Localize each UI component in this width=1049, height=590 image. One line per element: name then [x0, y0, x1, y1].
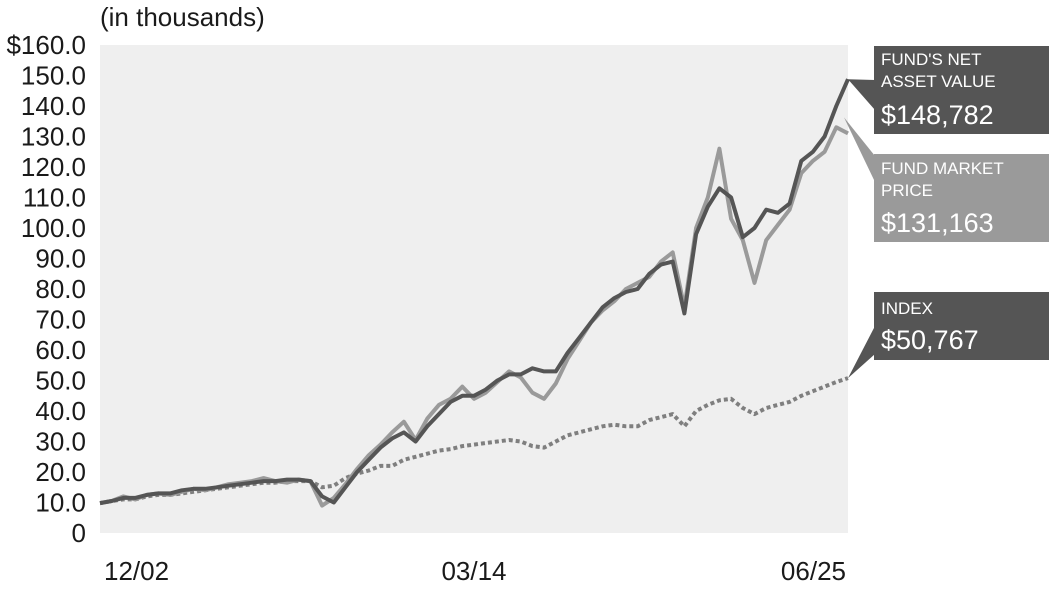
callout-nav-box [874, 46, 1049, 134]
y-tick-label: 110.0 [23, 183, 86, 213]
callout-index-pointer [848, 326, 875, 379]
callout-market-name-line1: FUND MARKET [881, 159, 1004, 178]
callout-index: INDEX $50,767 [848, 292, 1049, 379]
callout-nav-value: $148,782 [881, 100, 994, 130]
series-line-nav [99, 78, 850, 506]
callout-market-name-line2: PRICE [881, 181, 933, 200]
callout-index-name: INDEX [881, 299, 933, 318]
y-tick-label: 40.0 [35, 396, 86, 426]
callout-market-pointer [844, 117, 875, 182]
callout-nav-name-line2: ASSET VALUE [881, 72, 996, 91]
y-tick-label: 120.0 [21, 152, 86, 182]
y-tick-label: 20.0 [35, 457, 86, 487]
y-tick-label: 30.0 [35, 427, 86, 457]
callout-market: FUND MARKET PRICE $131,163 [844, 117, 1049, 242]
callout-index-value: $50,767 [881, 325, 979, 355]
y-tick-label: 10.0 [35, 488, 86, 518]
x-tick-label: 06/25 [781, 556, 846, 586]
x-tick-label: 12/02 [104, 556, 169, 586]
y-tick-label: 130.0 [21, 122, 86, 152]
y-tick-label: $160.0 [6, 30, 86, 60]
x-axis-ticks: 12/02 03/14 06/25 [104, 556, 846, 586]
callout-market-value: $131,163 [881, 208, 994, 238]
callout-nav: FUND'S NET ASSET VALUE $148,782 [848, 46, 1049, 134]
y-tick-label: 80.0 [35, 274, 86, 304]
y-axis-ticks: $160.0150.0140.0130.0120.0110.0100.090.0… [6, 30, 86, 548]
y-tick-label: 140.0 [21, 91, 86, 121]
y-tick-label: 150.0 [21, 61, 86, 91]
y-tick-label: 90.0 [35, 244, 86, 274]
y-tick-label: 100.0 [21, 213, 86, 243]
callout-nav-pointer [848, 79, 875, 110]
series-lines [99, 78, 850, 508]
plot-area [100, 45, 848, 533]
y-tick-label: 50.0 [35, 366, 86, 396]
callout-index-box [874, 292, 1049, 360]
series-callouts: FUND'S NET ASSET VALUE $148,782 FUND MAR… [844, 46, 1049, 379]
y-tick-label: 70.0 [35, 305, 86, 335]
y-unit-label: (in thousands) [100, 2, 265, 32]
x-tick-label: 03/14 [441, 556, 506, 586]
callout-nav-name-line1: FUND'S NET [881, 50, 982, 69]
callout-market-box [874, 154, 1049, 242]
y-tick-label: 0 [72, 518, 86, 548]
y-tick-label: 60.0 [35, 335, 86, 365]
